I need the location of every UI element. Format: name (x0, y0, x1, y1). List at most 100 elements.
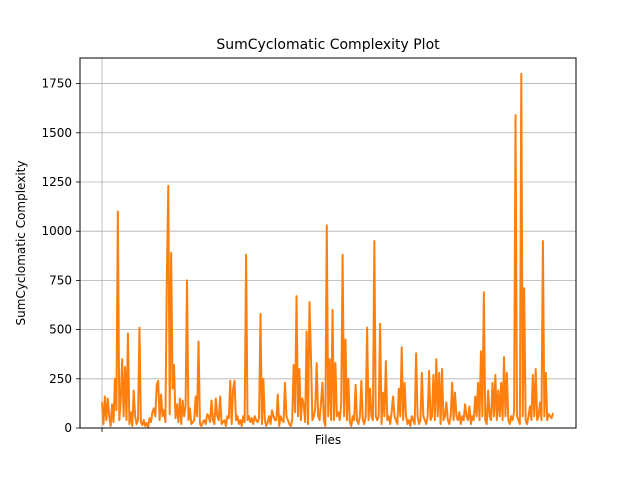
data-point (170, 252, 172, 254)
data-point (154, 415, 156, 417)
data-point (131, 425, 133, 427)
y-tick-label: 500 (49, 323, 72, 337)
data-point (342, 254, 344, 256)
data-point (297, 415, 299, 417)
data-point (514, 114, 517, 116)
data-point (246, 419, 249, 421)
data-point (226, 415, 228, 417)
data-point (115, 409, 118, 411)
data-point (294, 411, 296, 413)
data-point (306, 330, 308, 333)
data-point (500, 382, 502, 384)
data-point (275, 419, 277, 421)
data-point (418, 423, 420, 425)
data-point (403, 382, 406, 384)
data-point (396, 423, 398, 425)
data-point (468, 405, 471, 407)
data-point (408, 419, 410, 421)
data-point (199, 423, 201, 425)
data-point (160, 393, 162, 396)
data-point (525, 419, 527, 421)
data-point (522, 415, 524, 417)
data-point (467, 419, 469, 421)
data-point (314, 407, 316, 409)
data-point (504, 415, 507, 417)
data-point (278, 425, 280, 427)
data-point (110, 425, 112, 427)
data-point (437, 415, 439, 417)
data-point (238, 423, 240, 425)
data-point (493, 415, 495, 417)
data-point (344, 338, 347, 341)
data-point (548, 413, 550, 415)
data-point (304, 421, 306, 423)
data-point (117, 210, 119, 213)
data-point (405, 415, 407, 417)
data-point (428, 370, 430, 372)
data-point (464, 403, 466, 405)
data-point (473, 419, 475, 421)
data-point (483, 291, 485, 293)
data-point (339, 419, 341, 421)
data-point (282, 421, 285, 423)
data-point (331, 309, 334, 311)
data-point (105, 419, 107, 421)
data-point (376, 419, 378, 421)
data-point (465, 415, 468, 417)
data-point (128, 423, 130, 425)
data-point (379, 323, 381, 325)
data-point (373, 240, 375, 242)
data-point (337, 411, 339, 413)
data-point (388, 415, 390, 417)
data-point (355, 384, 357, 386)
data-point (490, 419, 492, 421)
data-point (159, 419, 161, 421)
data-point (539, 401, 541, 404)
data-point (291, 419, 293, 421)
data-point (530, 419, 532, 421)
data-point (235, 419, 237, 421)
data-point (329, 358, 331, 360)
y-axis-label: SumCyclomatic Complexity (14, 161, 28, 326)
data-point (130, 411, 132, 413)
y-tick-label: 250 (49, 372, 72, 386)
data-point (293, 364, 295, 366)
data-point (135, 423, 138, 425)
data-point (411, 415, 413, 417)
data-point (151, 411, 154, 413)
data-point (203, 419, 205, 421)
data-point (455, 415, 458, 417)
data-point (431, 415, 433, 417)
y-tick-label: 1500 (41, 126, 72, 140)
data-point (192, 421, 194, 423)
data-point (401, 346, 403, 348)
data-point (480, 350, 482, 352)
data-point (450, 415, 452, 417)
data-point (114, 378, 116, 380)
data-point (222, 421, 224, 423)
data-point (392, 395, 394, 398)
data-point (124, 366, 126, 368)
data-point (258, 417, 260, 419)
data-point (208, 415, 210, 417)
data-point (412, 419, 414, 421)
data-point (352, 415, 354, 417)
data-point (489, 415, 491, 417)
data-point (378, 415, 380, 417)
data-point (274, 419, 276, 421)
data-point (157, 380, 159, 382)
data-point (285, 415, 288, 417)
data-point (545, 372, 547, 374)
data-point (318, 419, 321, 421)
data-point (395, 419, 397, 421)
data-point (210, 399, 213, 402)
data-point (180, 423, 182, 425)
data-point (546, 419, 548, 421)
data-point (391, 411, 393, 413)
data-point (380, 423, 383, 425)
data-point (536, 419, 538, 421)
line-layer (101, 72, 554, 429)
data-point (330, 419, 332, 421)
data-point (272, 415, 275, 417)
data-point (419, 419, 422, 421)
